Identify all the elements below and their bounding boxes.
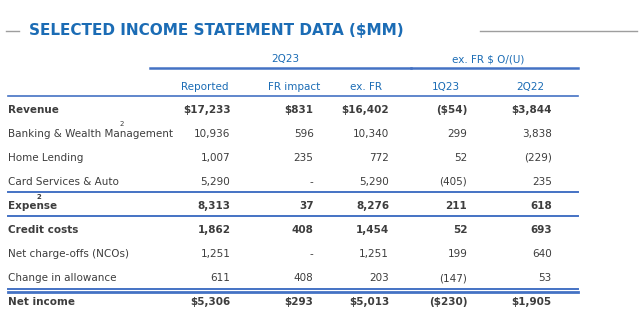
Text: Card Services & Auto: Card Services & Auto [8,177,118,187]
Text: Revenue: Revenue [8,105,58,115]
Text: 203: 203 [369,273,389,283]
Text: $17,233: $17,233 [183,105,230,115]
Text: 1,007: 1,007 [201,153,230,163]
Text: 5,290: 5,290 [360,177,389,187]
Text: ex. FR $ O/(U): ex. FR $ O/(U) [452,54,524,64]
Text: 1,251: 1,251 [200,249,230,259]
Text: 408: 408 [294,273,314,283]
Text: $16,402: $16,402 [342,105,389,115]
Text: 52: 52 [454,153,467,163]
Text: Expense: Expense [8,201,57,211]
Text: $831: $831 [285,105,314,115]
Text: 772: 772 [369,153,389,163]
Text: Net income: Net income [8,297,75,307]
Text: SELECTED INCOME STATEMENT DATA ($MM): SELECTED INCOME STATEMENT DATA ($MM) [29,23,403,38]
Text: 1,862: 1,862 [197,225,230,235]
Text: 1Q23: 1Q23 [432,82,460,92]
Text: 5,290: 5,290 [201,177,230,187]
Text: $5,013: $5,013 [349,297,389,307]
Text: $293: $293 [285,297,314,307]
Text: 611: 611 [211,273,230,283]
Text: ($230): ($230) [429,297,467,307]
Text: Net charge-offs (NCOs): Net charge-offs (NCOs) [8,249,129,259]
Text: $1,905: $1,905 [511,297,552,307]
Text: 408: 408 [292,225,314,235]
Text: 199: 199 [447,249,467,259]
Text: ($54): ($54) [436,105,467,115]
Text: 2Q23: 2Q23 [271,54,300,64]
Text: Change in allowance: Change in allowance [8,273,116,283]
Text: 693: 693 [530,225,552,235]
Text: Reported: Reported [181,82,228,92]
Text: 8,313: 8,313 [197,201,230,211]
Text: 2: 2 [120,121,124,127]
Text: ex. FR: ex. FR [350,82,382,92]
Text: 52: 52 [452,225,467,235]
Text: 2Q22: 2Q22 [516,82,544,92]
Text: Banking & Wealth Management: Banking & Wealth Management [8,129,173,139]
Text: 211: 211 [445,201,467,211]
Text: 618: 618 [530,201,552,211]
Text: 235: 235 [532,177,552,187]
Text: 235: 235 [294,153,314,163]
Text: 10,936: 10,936 [194,129,230,139]
Text: -: - [310,177,314,187]
Text: 3,838: 3,838 [522,129,552,139]
Text: Home Lending: Home Lending [8,153,83,163]
Text: 1,454: 1,454 [356,225,389,235]
Text: Credit costs: Credit costs [8,225,78,235]
Text: 10,340: 10,340 [353,129,389,139]
Text: FR impact: FR impact [268,82,321,92]
Text: 596: 596 [294,129,314,139]
Text: 299: 299 [447,129,467,139]
Text: 8,276: 8,276 [356,201,389,211]
Text: (229): (229) [524,153,552,163]
Text: $3,844: $3,844 [511,105,552,115]
Text: 2: 2 [36,194,42,200]
Text: (405): (405) [440,177,467,187]
Text: $5,306: $5,306 [190,297,230,307]
Text: 640: 640 [532,249,552,259]
Text: -: - [310,249,314,259]
Text: 37: 37 [299,201,314,211]
Text: (147): (147) [439,273,467,283]
Text: 1,251: 1,251 [359,249,389,259]
Text: 53: 53 [538,273,552,283]
